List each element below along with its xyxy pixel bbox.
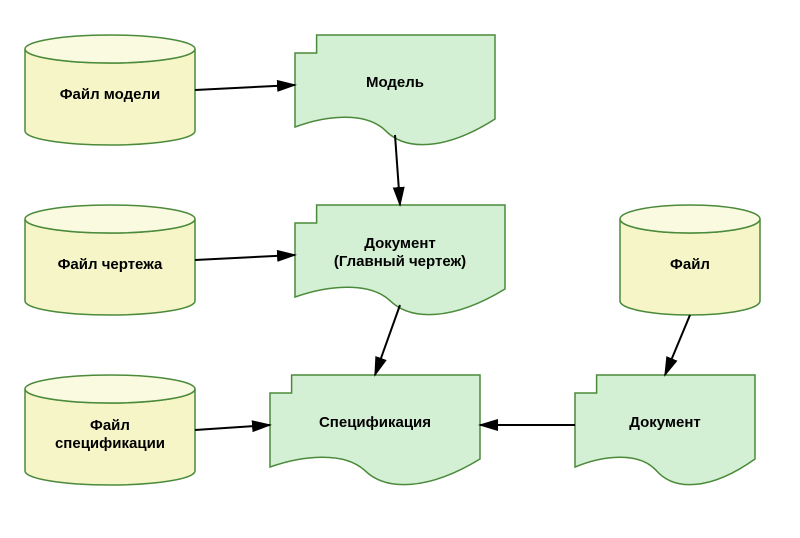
node-cyl3: Файл спецификации <box>25 399 195 470</box>
node-label: Файл спецификации <box>51 413 169 457</box>
node-label: Файл чертежа <box>54 252 167 278</box>
node-cyl1: Файл модели <box>25 59 195 130</box>
edge-doc2-doc3 <box>375 305 400 375</box>
edge-cyl2-doc2 <box>195 255 295 260</box>
node-label: Файл <box>666 252 714 278</box>
node-doc4: Документ <box>575 385 755 460</box>
node-doc1: Модель <box>295 45 495 120</box>
node-label: Документ (Главный чертеж) <box>330 231 470 275</box>
edge-doc1-doc2 <box>395 135 400 205</box>
node-cyl2: Файл чертежа <box>25 229 195 300</box>
node-cyl4: Файл <box>620 229 760 300</box>
node-label: Документ <box>625 410 705 436</box>
edge-cyl1-doc1 <box>195 85 295 90</box>
node-doc2: Документ (Главный чертеж) <box>295 215 505 290</box>
node-doc3: Спецификация <box>270 385 480 460</box>
edge-cyl3-doc3 <box>195 425 270 430</box>
flowchart-canvas: { "diagram": { "type": "flowchart", "bac… <box>0 0 800 538</box>
node-label: Спецификация <box>315 410 435 436</box>
node-label: Модель <box>362 70 428 96</box>
node-label: Файл модели <box>56 82 165 108</box>
edge-cyl4-doc4 <box>665 315 690 375</box>
